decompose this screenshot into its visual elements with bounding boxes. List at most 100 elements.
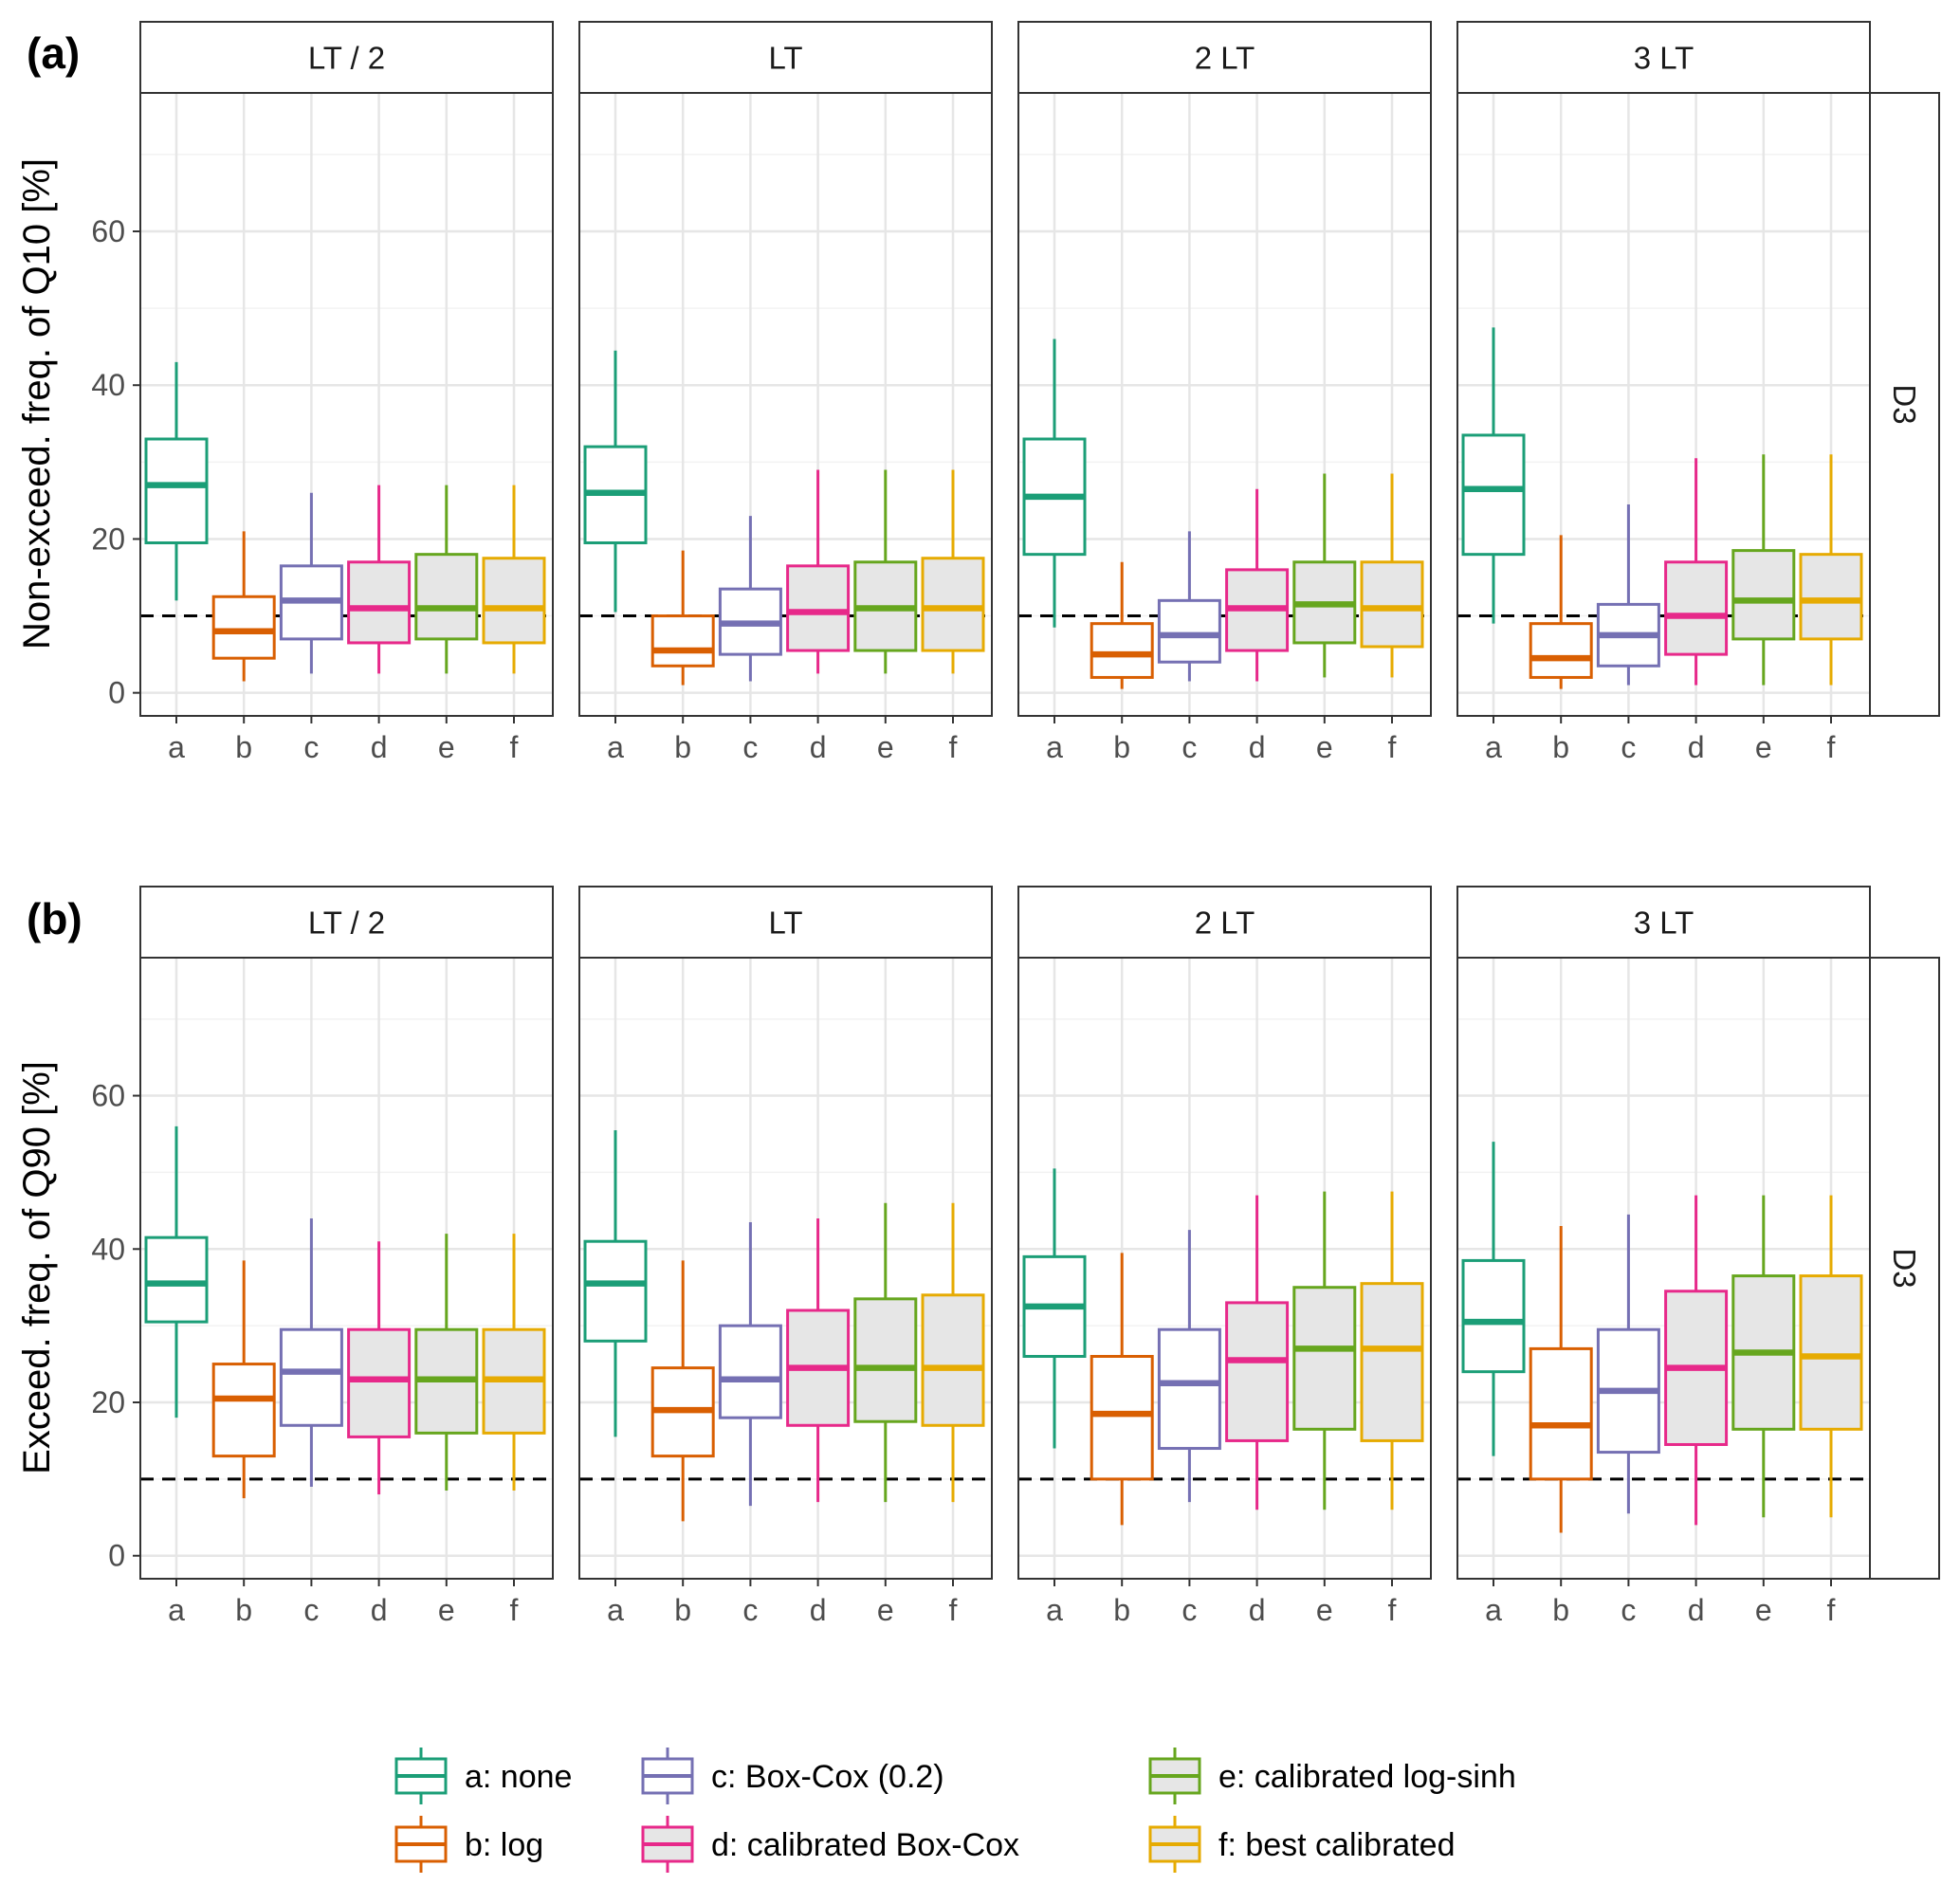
box-f — [1799, 1195, 1863, 1518]
box-f — [1360, 1191, 1424, 1510]
x-tick-label: f — [949, 1593, 958, 1627]
facet-strip-label: 2 LT — [1195, 906, 1255, 941]
box-iqr — [211, 1363, 276, 1458]
panel-border — [1017, 957, 1432, 1580]
legend-key-f — [1148, 1816, 1201, 1873]
box-iqr — [786, 564, 851, 652]
panel-border — [139, 92, 554, 717]
box-iqr — [718, 1324, 782, 1419]
y-tick-label: 60 — [91, 1079, 125, 1113]
x-tick-label: f — [1388, 730, 1397, 764]
box-iqr — [347, 560, 412, 645]
x-tick-label: d — [1688, 730, 1705, 764]
x-tick-label: d — [810, 1593, 827, 1627]
x-tick-label: c — [303, 730, 319, 764]
box-iqr — [414, 553, 479, 641]
x-tick-label: e — [1316, 730, 1333, 764]
facet-2: LT a b c d e f — [578, 21, 993, 764]
x-tick-label: c — [1621, 1593, 1636, 1627]
row-strip — [1869, 957, 1940, 1580]
box-c — [279, 492, 343, 674]
facet-strip — [1017, 886, 1432, 959]
legend-label: b: log — [465, 1827, 543, 1863]
box-c — [718, 516, 782, 682]
legend-key-c — [641, 1748, 694, 1804]
box-b — [211, 531, 276, 682]
box-c — [279, 1217, 343, 1487]
box-c — [718, 1221, 782, 1507]
facet-strip — [578, 886, 993, 959]
x-tick-label: d — [1249, 730, 1266, 764]
x-tick-label: e — [877, 1593, 894, 1627]
x-tick-label: b — [1113, 730, 1130, 764]
y-tick-label: 0 — [108, 676, 125, 710]
box-a — [144, 361, 209, 601]
panel-row-b: (b) Exceed. freq. of Q90 [%] 0 20 40 60 LT / 2… — [16, 886, 1940, 1627]
x-tick-label: f — [1827, 1593, 1836, 1627]
box-d — [347, 485, 412, 674]
facet-strip — [1456, 886, 1871, 959]
panel-border — [139, 957, 554, 1580]
box-iqr — [1664, 560, 1729, 656]
box-a — [1461, 1142, 1526, 1456]
box-iqr — [1731, 549, 1796, 641]
box-c — [1596, 503, 1660, 686]
facet-strip-label: LT — [768, 906, 802, 941]
x-tick-label: e — [438, 730, 455, 764]
facet-strip — [139, 886, 554, 959]
x-tick-label: c — [742, 730, 758, 764]
facet-strip-label: LT / 2 — [308, 906, 385, 941]
legend: a: none b: log c: Box-Cox (0.2) d: calibrat… — [394, 1748, 1516, 1873]
box-e — [1292, 1191, 1357, 1510]
x-tick-label: d — [1249, 1593, 1266, 1627]
box-iqr — [1157, 1327, 1221, 1451]
x-tick-label: b — [1552, 730, 1569, 764]
x-tick-label: a — [1485, 1593, 1502, 1627]
box-b — [1090, 1253, 1154, 1526]
facet-3: 2 LT a b c d e f — [1017, 886, 1432, 1627]
box-c — [1157, 1230, 1221, 1503]
box-iqr — [1360, 1282, 1424, 1442]
box-e — [414, 485, 479, 674]
box-iqr — [347, 1327, 412, 1438]
x-tick-label: e — [1755, 1593, 1772, 1627]
panel-tag: (a) — [27, 28, 80, 78]
x-tick-label: f — [1388, 1593, 1397, 1627]
x-tick-label: b — [1113, 1593, 1130, 1627]
box-c — [1596, 1214, 1660, 1514]
box-d — [786, 1217, 851, 1503]
box-b — [1529, 535, 1593, 689]
x-tick-label: a — [1046, 730, 1063, 764]
box-iqr — [279, 1327, 343, 1427]
facet-strip-label: LT — [768, 41, 802, 76]
x-tick-label: b — [674, 1593, 691, 1627]
box-d — [347, 1241, 412, 1495]
box-iqr — [1157, 598, 1221, 664]
x-tick-label: b — [235, 730, 252, 764]
box-iqr — [1799, 1274, 1863, 1431]
box-e — [414, 1234, 479, 1492]
legend-label: d: calibrated Box-Cox — [711, 1827, 1019, 1863]
x-tick-label: c — [1181, 1593, 1197, 1627]
y-axis-label: Exceed. freq. of Q90 [%] — [16, 1061, 58, 1474]
box-iqr — [1090, 1354, 1154, 1481]
box-b — [1090, 561, 1154, 689]
x-tick-label: c — [1621, 730, 1636, 764]
box-e — [1292, 473, 1357, 678]
x-tick-label: b — [235, 1593, 252, 1627]
x-tick-label: e — [1755, 730, 1772, 764]
legend-key-a — [394, 1748, 448, 1804]
box-a — [1461, 327, 1526, 624]
x-tick-label: f — [1827, 730, 1836, 764]
y-tick-label: 0 — [108, 1539, 125, 1573]
box-iqr — [211, 595, 276, 660]
panel-border — [1017, 92, 1432, 717]
x-tick-label: e — [438, 1593, 455, 1627]
row-strip-label: D3 — [1887, 384, 1922, 424]
x-tick-label: a — [607, 730, 624, 764]
box-b — [650, 550, 715, 686]
box-d — [1225, 488, 1290, 682]
box-iqr — [482, 557, 546, 645]
facet-3: 2 LT a b c d e f — [1017, 21, 1432, 764]
box-a — [583, 1129, 648, 1437]
